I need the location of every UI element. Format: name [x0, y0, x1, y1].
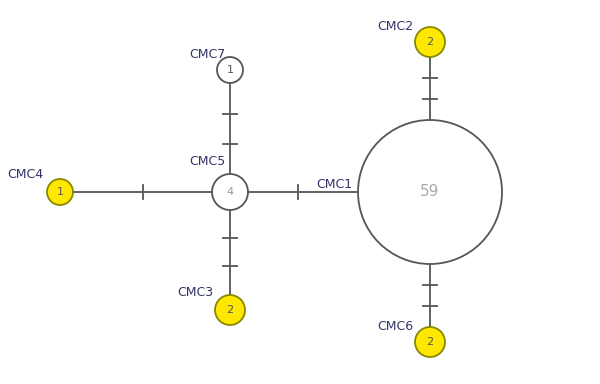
Text: CMC5: CMC5 [189, 155, 225, 168]
Text: CMC1: CMC1 [316, 179, 352, 192]
Text: 2: 2 [427, 37, 434, 47]
Circle shape [212, 174, 248, 210]
Circle shape [415, 27, 445, 57]
Text: CMC3: CMC3 [177, 286, 213, 300]
Text: 1: 1 [56, 187, 64, 197]
Circle shape [215, 295, 245, 325]
Circle shape [217, 57, 243, 83]
Circle shape [358, 120, 502, 264]
Text: 2: 2 [226, 305, 233, 315]
Text: CMC4: CMC4 [7, 169, 43, 182]
Text: CMC7: CMC7 [189, 48, 225, 61]
Text: 59: 59 [421, 184, 440, 200]
Text: CMC6: CMC6 [377, 319, 413, 333]
Text: 4: 4 [226, 187, 233, 197]
Circle shape [47, 179, 73, 205]
Text: 2: 2 [427, 337, 434, 347]
Circle shape [415, 327, 445, 357]
Text: CMC2: CMC2 [377, 20, 413, 33]
Text: 1: 1 [227, 65, 233, 75]
